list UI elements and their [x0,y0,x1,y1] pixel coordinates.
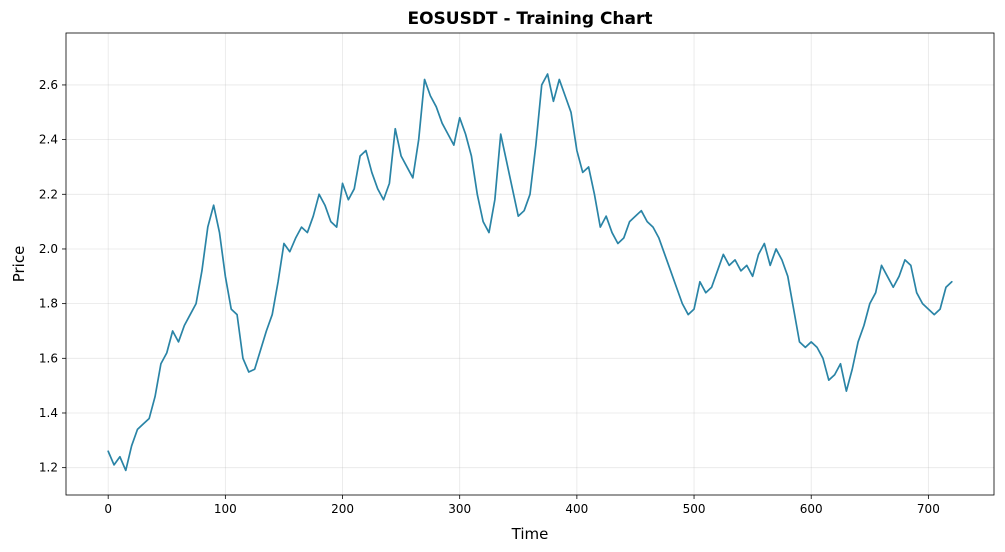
y-tick-label: 2.4 [39,133,58,147]
x-tick-label: 400 [565,502,588,516]
plot-frame [65,32,995,496]
y-axis-ticks: 1.2 1.4 1.6 1.8 2.0 2.2 2.4 2.6 [39,78,66,475]
y-tick-label: 1.8 [39,297,58,311]
y-tick-label: 1.6 [39,351,58,365]
y-axis-label: Price [10,246,28,283]
x-tick-label: 700 [917,502,940,516]
x-tick-label: 600 [800,502,823,516]
y-tick-label: 2.0 [39,242,58,256]
y-tick-label: 2.2 [39,187,58,201]
x-tick-label: 100 [214,502,237,516]
data-layer [107,73,953,472]
x-axis-ticks: 0 100 200 300 400 500 600 700 [104,495,940,516]
x-tick-label: 500 [683,502,706,516]
x-axis-label: Time [511,525,549,543]
y-tick-label: 1.2 [39,461,58,475]
price-series-line [107,73,953,472]
x-tick-label: 300 [448,502,471,516]
chart-title: EOSUSDT - Training Chart [407,9,652,29]
x-tick-label: 200 [331,502,354,516]
x-tick-label: 0 [104,502,112,516]
y-tick-label: 1.4 [39,406,58,420]
grid [66,33,994,495]
y-tick-label: 2.6 [39,78,58,92]
